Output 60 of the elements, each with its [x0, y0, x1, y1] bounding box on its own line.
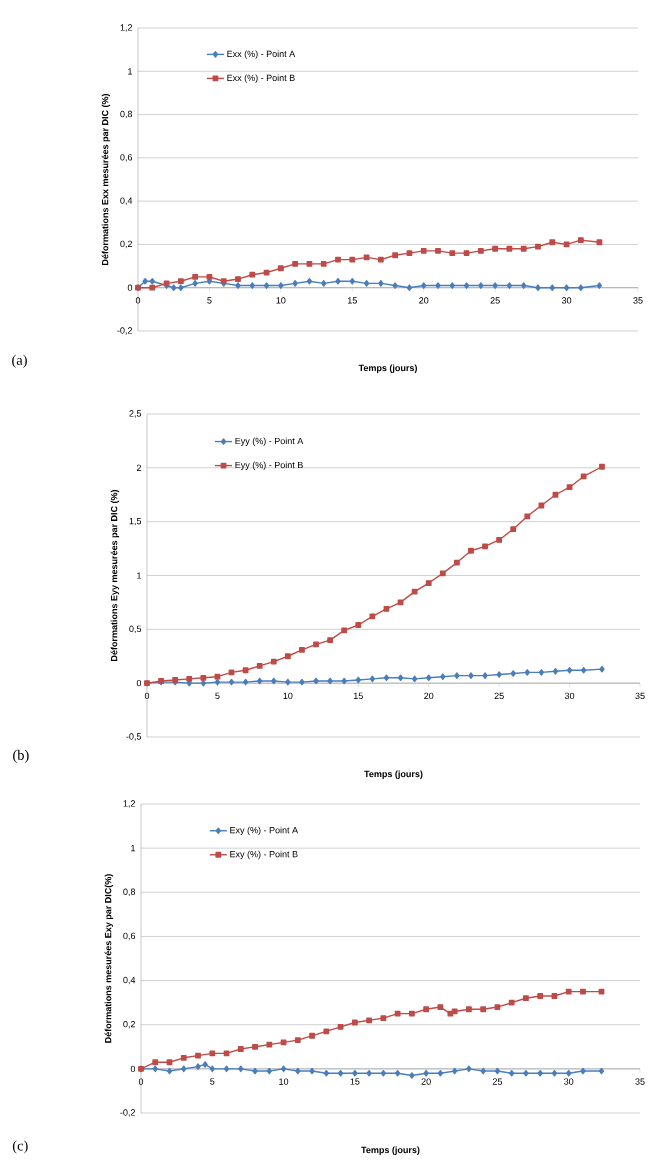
x-tick-label: 5: [215, 692, 220, 699]
x-tick-label: 5: [207, 297, 212, 304]
y-tick-label: 0,6: [120, 154, 133, 162]
y-axis-title: Déformations Exx mesurées par DIC (%): [101, 93, 111, 265]
y-tick-label: 0: [130, 1065, 136, 1073]
y-tick-label: 1,2: [123, 800, 136, 808]
y-tick-label: 0,4: [123, 976, 136, 985]
x-tick-label: 15: [347, 297, 357, 304]
x-tick-label: 25: [490, 297, 500, 304]
legend-label: Exx (%) - Point A: [227, 50, 296, 59]
x-tick-label: 20: [424, 692, 434, 700]
x-tick-label: 25: [494, 692, 504, 700]
x-tick-label: 35: [635, 692, 645, 700]
y-tick-label: 0,6: [123, 932, 136, 941]
x-axis-title: Temps (jours): [361, 1146, 420, 1155]
y-tick-label: 0,8: [120, 110, 133, 119]
y-tick-label: 2,5: [129, 410, 142, 418]
x-axis-title: Temps (jours): [358, 364, 417, 373]
y-tick-label: -0,5: [126, 733, 142, 741]
legend-label: Eyy (%) - Point B: [235, 461, 303, 470]
y-tick-label: -0,2: [117, 327, 133, 335]
x-tick-label: 35: [635, 1078, 645, 1085]
y-tick-label: 1,5: [129, 517, 142, 526]
x-tick-label: 20: [419, 297, 429, 304]
text: (a): [12, 354, 27, 368]
y-axis-title: Déformations Eyy mesurées par DIC (%): [110, 489, 120, 661]
x-tick-label: 5: [210, 1078, 215, 1085]
legend-label: Exx (%) - Point B: [227, 74, 295, 83]
x-tick-label: 35: [633, 297, 643, 304]
x-axis-title: Temps (jours): [364, 770, 423, 779]
y-tick-label: 0: [127, 284, 133, 291]
y-tick-label: 0,2: [120, 240, 133, 249]
x-tick-label: 10: [283, 692, 293, 700]
text: (c): [12, 1140, 28, 1154]
x-tick-label: 20: [421, 1078, 431, 1085]
x-tick-label: 0: [144, 692, 150, 700]
y-tick-label: 2: [136, 464, 142, 471]
y-tick-label: 1,2: [120, 24, 133, 32]
y-tick-label: 0,2: [123, 1020, 136, 1029]
x-tick-label: 10: [279, 1078, 289, 1085]
legend-label: Exy (%) - Point B: [230, 850, 298, 860]
x-tick-label: 30: [561, 297, 572, 304]
y-tick-label: 1: [137, 572, 142, 579]
y-tick-label: 1: [131, 845, 136, 852]
x-tick-label: 10: [276, 297, 286, 304]
y-axis-title: Déformations mesurées Exy par DIC(%): [104, 874, 114, 1043]
text: (b): [13, 749, 29, 763]
x-tick-label: 30: [564, 1078, 574, 1085]
y-tick-label: 0,4: [120, 197, 133, 205]
y-tick-label: 0: [136, 679, 142, 687]
y-tick-label: -0,2: [120, 1109, 136, 1117]
legend-label: Eyy (%) - Point A: [235, 437, 304, 446]
x-tick-label: 15: [353, 692, 363, 699]
legend-label: Exy (%) - Point A: [230, 826, 299, 836]
y-tick-label: 0,8: [123, 888, 136, 896]
y-tick-label: 0,5: [129, 625, 142, 634]
x-tick-label: 15: [350, 1078, 360, 1085]
y-tick-label: 1: [128, 68, 133, 75]
x-tick-label: 30: [564, 692, 575, 700]
x-tick-label: 25: [492, 1078, 503, 1085]
